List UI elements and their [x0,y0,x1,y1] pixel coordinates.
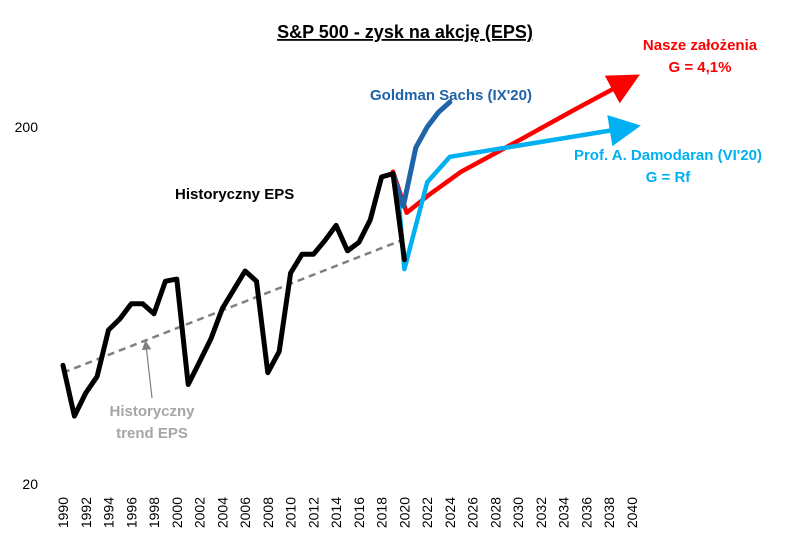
x-tick-label: 2036 [578,497,594,528]
x-tick-label: 2040 [624,497,640,528]
x-tick-label: 2010 [283,497,299,528]
x-tick-label: 2004 [214,497,230,528]
trend-pointer-arrow [141,340,153,399]
x-tick-label: 1996 [123,497,139,528]
x-tick-label: 1990 [55,497,71,528]
y-axis: 20 200 [15,119,39,492]
series-historyczny-eps-line [60,171,407,419]
series-goldman-sachs-ix-20-line [390,99,453,209]
x-tick-label: 1998 [146,497,162,528]
x-tick-label: 2038 [601,497,617,528]
x-tick-label: 2012 [305,497,321,528]
label-trend-line1: Historyczny [109,403,195,420]
x-tick-label: 2002 [192,497,208,528]
label-ours-line2: G = 4,1% [669,59,732,76]
x-tick-label: 2018 [374,497,390,528]
x-tick-label: 2014 [328,497,344,528]
x-tick-label: 2008 [260,497,276,528]
label-damodaran-line2: G = Rf [646,169,692,186]
x-tick-label: 2000 [169,497,185,528]
y-tick-label: 200 [15,119,39,135]
series-nasze-za-o-enia-line [390,74,640,216]
y-tick-label: 20 [22,476,38,492]
x-tick-label: 1994 [101,497,117,528]
x-tick-label: 2034 [556,497,572,528]
x-tick-label: 1992 [78,497,94,528]
label-ours-line1: Nasze założenia [643,37,758,54]
x-tick-label: 2016 [351,497,367,528]
x-tick-label: 2030 [510,497,526,528]
x-tick-label: 2022 [419,497,435,528]
label-trend-line2: trend EPS [116,425,188,442]
x-tick-label: 2006 [237,497,253,528]
x-tick-label: 2020 [396,497,412,528]
series-layer [60,74,641,419]
x-tick-label: 2024 [442,497,458,528]
chart-title: S&P 500 - zysk na akcję (EPS) [277,22,533,42]
x-tick-label: 2032 [533,497,549,528]
x-tick-label: 2028 [487,497,503,528]
label-damodaran-line1: Prof. A. Damodaran (VI'20) [574,147,762,164]
label-goldman: Goldman Sachs (IX'20) [370,87,532,104]
x-axis: 1990 1992 1994 1996 1998 2000 2002 2004 2006 2008… [55,497,640,528]
x-tick-label: 2026 [465,497,481,528]
series-historyczny-trend-eps-line [62,238,405,374]
label-historical-eps: Historyczny EPS [175,186,294,203]
